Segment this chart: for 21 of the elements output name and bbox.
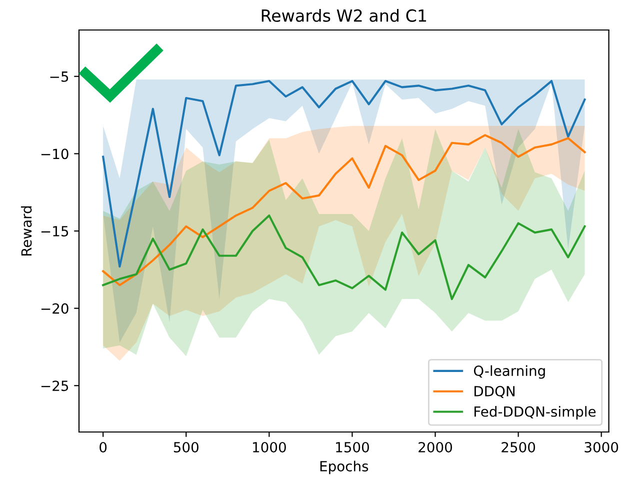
x-tick-label: 3000 <box>584 442 618 452</box>
x-tick-label: 0 <box>100 442 107 452</box>
y-axis-title: Reward <box>20 206 32 256</box>
x-tick-label: 2000 <box>418 442 452 452</box>
legend-label: Q-learning <box>474 365 545 379</box>
line-series <box>102 134 586 286</box>
x-tick-label: 2500 <box>502 442 536 452</box>
legend-label: Fed-DDQN-simple <box>474 406 596 420</box>
x-tick-label: 1000 <box>253 442 286 452</box>
x-axis-title: Epochs <box>320 460 368 474</box>
y-tick-label: −20 <box>41 303 68 314</box>
line-series <box>102 214 586 300</box>
x-tick-label: 500 <box>174 442 198 452</box>
legend-label: DDQN <box>474 386 514 398</box>
x-tick-label: 1500 <box>336 442 369 452</box>
y-tick-label: −10 <box>41 148 68 160</box>
y-tick-label: −15 <box>41 226 68 236</box>
chart-title: Rewards W2 and C1 <box>262 9 426 22</box>
line-series <box>102 80 586 268</box>
y-tick-label: −5 <box>50 72 68 82</box>
y-tick-label: −25 <box>41 380 68 392</box>
